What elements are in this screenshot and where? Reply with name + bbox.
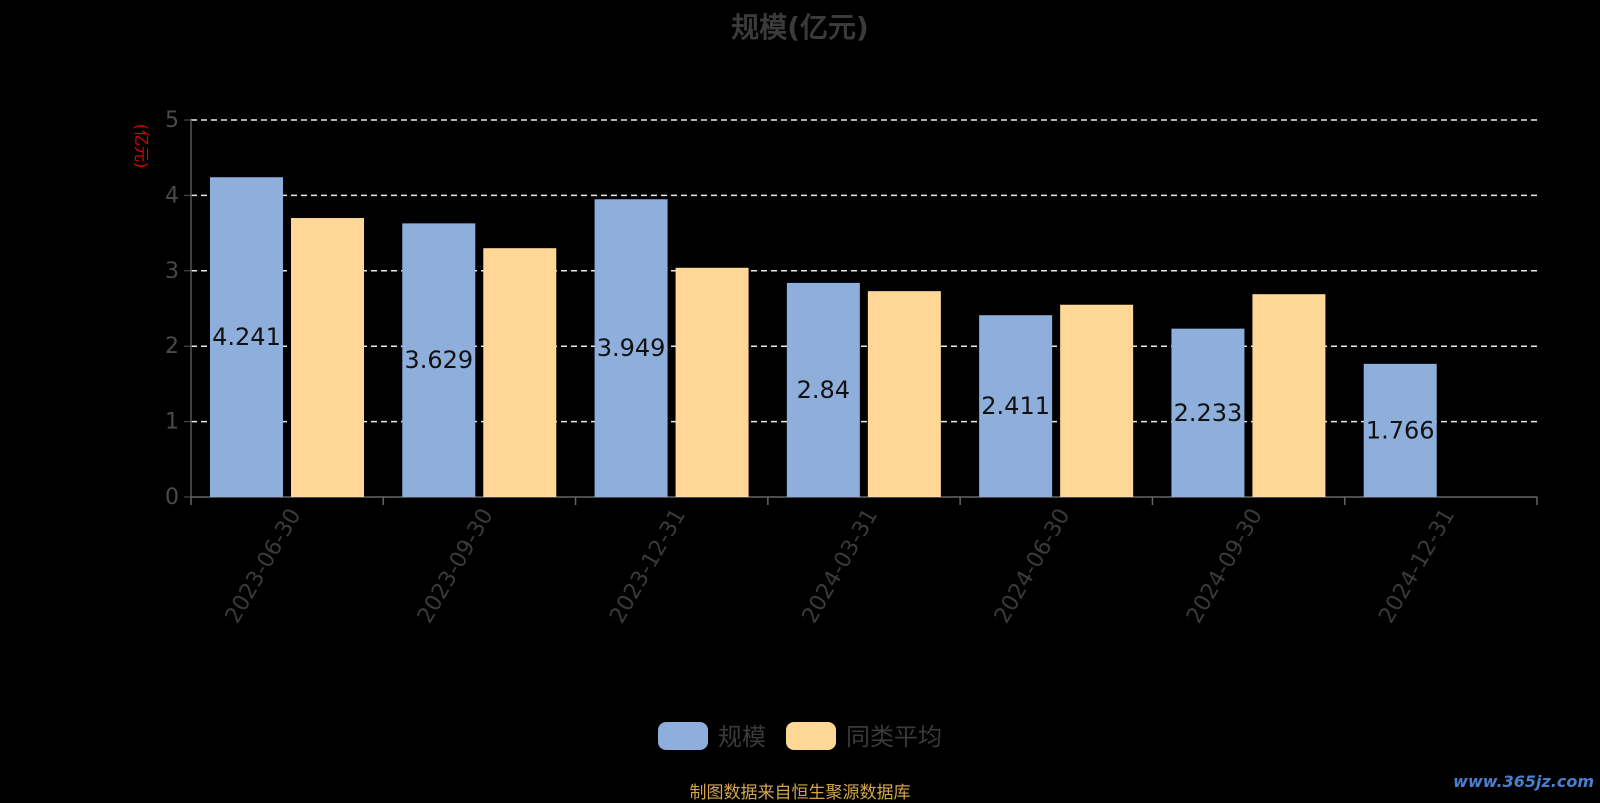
- x-tick-label: 2024-06-30: [990, 505, 1076, 628]
- y-tick-label: 1: [165, 410, 179, 435]
- x-tick-label: 2024-09-30: [1182, 505, 1268, 628]
- data-label: 1.766: [1366, 416, 1435, 444]
- bar-scale: [594, 199, 668, 497]
- bar-category-average: [291, 218, 364, 497]
- data-source-note: 制图数据来自恒生聚源数据库: [689, 783, 911, 803]
- data-label: 2.411: [981, 392, 1050, 420]
- bar-category-average: [483, 248, 557, 497]
- y-tick-label: 3: [165, 259, 179, 284]
- x-tick-label: 2023-12-31: [605, 505, 691, 628]
- y-tick-label: 0: [165, 485, 179, 510]
- x-tick-label: 2024-12-31: [1374, 505, 1460, 628]
- bar-category-average: [1252, 294, 1326, 497]
- chart-title: 规模(亿元): [731, 11, 869, 44]
- data-label: 2.84: [797, 376, 850, 404]
- bar-category-average: [675, 267, 749, 497]
- y-tick-label: 2: [165, 334, 179, 359]
- bar-scale: [210, 177, 283, 497]
- x-tick-label: 2024-03-31: [798, 505, 884, 628]
- bar-scale: [1171, 328, 1245, 497]
- bar-scale: [1363, 363, 1437, 497]
- bar-category-average: [867, 291, 941, 497]
- x-tick-label: 2023-06-30: [221, 505, 307, 628]
- bar-scale: [402, 223, 476, 497]
- y-tick-label: 5: [165, 108, 179, 133]
- x-tick-label: 2023-09-30: [413, 505, 499, 628]
- legend-swatch-average: [786, 722, 836, 750]
- legend-label-average: 同类平均: [846, 723, 942, 751]
- bar-scale: [786, 282, 860, 497]
- watermark: www.365jz.com: [1453, 772, 1594, 791]
- y-axis-label: (亿元): [132, 124, 151, 169]
- legend-label-scale: 规模: [718, 723, 766, 751]
- data-label: 2.233: [1174, 399, 1243, 427]
- legend-swatch-scale: [658, 722, 708, 750]
- data-label: 3.949: [597, 334, 666, 362]
- bar-category-average: [1060, 304, 1134, 497]
- data-label: 4.241: [212, 323, 281, 351]
- bar-scale: [979, 315, 1053, 497]
- data-label: 3.629: [404, 346, 473, 374]
- y-tick-label: 4: [165, 183, 179, 208]
